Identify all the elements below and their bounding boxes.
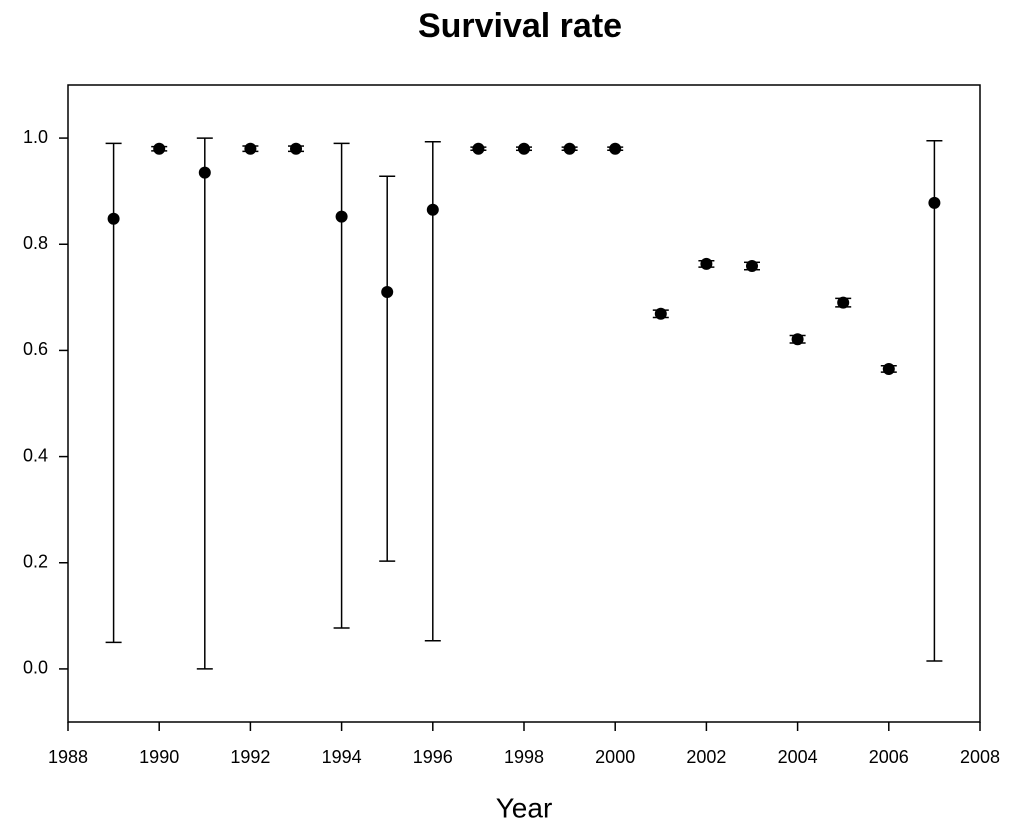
y-tick-label: 0.4 [23, 445, 48, 465]
x-tick-label: 1998 [504, 747, 544, 767]
x-axis-label: Year [496, 792, 553, 823]
point [882, 362, 895, 375]
point [244, 142, 257, 155]
point [472, 142, 485, 155]
x-tick-label: 1992 [230, 747, 270, 767]
x-tick-label: 1996 [413, 747, 453, 767]
y-tick-label: 1.0 [23, 127, 48, 147]
point [791, 333, 804, 346]
point [563, 142, 576, 155]
point [153, 142, 166, 155]
x-tick-label: 1990 [139, 747, 179, 767]
x-tick-label: 2008 [960, 747, 1000, 767]
x-tick-label: 1994 [322, 747, 362, 767]
chart-title: Survival rate [418, 7, 622, 45]
point [290, 142, 302, 155]
point [107, 212, 120, 225]
x-tick-label: 2002 [686, 747, 726, 767]
x-tick-label: 2006 [869, 747, 909, 767]
point [928, 196, 941, 209]
point [609, 142, 622, 155]
y-tick-label: 0.6 [23, 339, 48, 359]
point [518, 142, 530, 155]
x-tick-label: 1988 [48, 747, 88, 767]
point [426, 203, 439, 216]
x-tick-label: 2000 [595, 747, 635, 767]
point [654, 307, 667, 320]
point [700, 257, 713, 270]
point [746, 260, 758, 273]
point [837, 296, 850, 309]
y-tick-label: 0.0 [23, 658, 48, 678]
y-tick-label: 0.8 [23, 233, 48, 253]
y-tick-label: 0.2 [23, 552, 48, 572]
point [335, 210, 348, 223]
x-tick-label: 2004 [778, 747, 818, 767]
point [198, 166, 211, 179]
point [381, 286, 394, 299]
